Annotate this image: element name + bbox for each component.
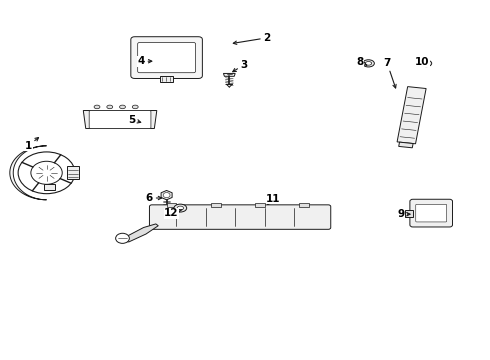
Bar bbox=[167, 203, 176, 207]
Text: 12: 12 bbox=[164, 208, 182, 218]
Ellipse shape bbox=[363, 60, 374, 67]
Ellipse shape bbox=[423, 62, 429, 65]
Circle shape bbox=[163, 193, 170, 198]
Polygon shape bbox=[161, 190, 172, 200]
Polygon shape bbox=[399, 142, 413, 148]
Bar bbox=[67, 166, 79, 179]
Bar bbox=[44, 184, 55, 190]
Polygon shape bbox=[223, 73, 235, 76]
FancyBboxPatch shape bbox=[131, 37, 202, 78]
Text: 10: 10 bbox=[415, 57, 430, 67]
Circle shape bbox=[152, 58, 159, 63]
Polygon shape bbox=[149, 55, 163, 66]
FancyBboxPatch shape bbox=[416, 204, 447, 222]
FancyBboxPatch shape bbox=[410, 199, 453, 227]
Text: 9: 9 bbox=[397, 209, 410, 219]
Text: 2: 2 bbox=[233, 33, 270, 44]
Ellipse shape bbox=[177, 206, 183, 210]
Polygon shape bbox=[397, 87, 426, 144]
Bar bbox=[211, 203, 220, 207]
Text: 7: 7 bbox=[383, 58, 396, 88]
Ellipse shape bbox=[94, 105, 100, 109]
Circle shape bbox=[116, 233, 129, 243]
FancyBboxPatch shape bbox=[138, 42, 196, 73]
Polygon shape bbox=[124, 224, 158, 242]
Text: 4: 4 bbox=[137, 56, 152, 66]
Text: 3: 3 bbox=[233, 60, 247, 72]
Ellipse shape bbox=[120, 105, 125, 109]
Polygon shape bbox=[83, 111, 157, 129]
Bar bbox=[299, 203, 309, 207]
Bar bbox=[255, 203, 265, 207]
Text: 8: 8 bbox=[357, 57, 367, 67]
Text: 11: 11 bbox=[266, 194, 281, 204]
Ellipse shape bbox=[365, 62, 371, 65]
Circle shape bbox=[31, 161, 62, 184]
Polygon shape bbox=[10, 146, 47, 200]
Polygon shape bbox=[406, 210, 413, 217]
Text: 1: 1 bbox=[25, 138, 39, 151]
Ellipse shape bbox=[421, 60, 432, 67]
Text: 6: 6 bbox=[146, 193, 162, 203]
Ellipse shape bbox=[132, 105, 138, 109]
FancyBboxPatch shape bbox=[149, 205, 331, 229]
FancyBboxPatch shape bbox=[89, 111, 151, 129]
Bar bbox=[161, 76, 172, 82]
Ellipse shape bbox=[107, 105, 113, 109]
Text: 5: 5 bbox=[128, 114, 141, 125]
Ellipse shape bbox=[174, 204, 187, 212]
